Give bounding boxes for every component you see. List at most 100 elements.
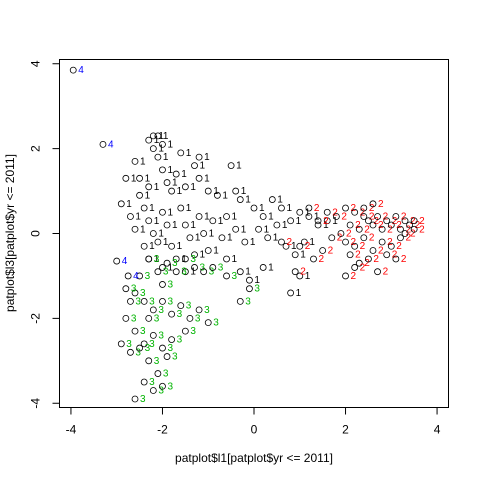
point-label: 1 (140, 224, 146, 235)
point-label: 1 (213, 186, 219, 197)
data-point (117, 340, 125, 348)
point-label: 3 (254, 284, 260, 295)
data-point (241, 238, 249, 246)
data-point (131, 327, 139, 335)
point-label: 2 (355, 250, 361, 261)
point-label: 3 (186, 301, 192, 312)
point-label: 2 (337, 233, 343, 244)
data-point (365, 217, 372, 225)
data-point (140, 204, 148, 212)
data-point (124, 272, 132, 280)
point-label: 1 (282, 220, 288, 231)
point-label: 2 (392, 250, 398, 261)
y-tick-label: -4 (29, 398, 43, 409)
data-point (195, 213, 203, 220)
data-point (223, 255, 230, 263)
data-point (209, 264, 217, 271)
point-label: 3 (190, 326, 196, 337)
point-label: 2 (351, 237, 357, 248)
point-label: 2 (383, 267, 389, 278)
data-point (287, 289, 295, 297)
point-label: 1 (332, 216, 338, 227)
data-point (305, 213, 313, 220)
point-label: 2 (351, 203, 357, 214)
data-point (392, 255, 400, 263)
data-point (159, 382, 166, 390)
point-label: 3 (209, 267, 215, 278)
point-label: 2 (323, 216, 329, 227)
point-label: 2 (415, 220, 421, 231)
data-point (268, 196, 276, 203)
point-label: 2 (305, 241, 311, 252)
data-point (117, 200, 125, 208)
point-label: 1 (158, 131, 164, 142)
point-label: 3 (149, 339, 155, 350)
data-point (387, 221, 395, 229)
point-label: 2 (378, 245, 384, 256)
point-label: 1 (204, 212, 210, 223)
data-point (319, 247, 327, 254)
y-tick-label: 0 (29, 230, 43, 237)
data-point (342, 204, 349, 212)
data-point (200, 268, 208, 276)
point-label: 2 (369, 233, 375, 244)
point-label: 3 (145, 271, 151, 282)
point-label: 1 (222, 190, 228, 201)
point-label: 1 (167, 139, 173, 150)
point-label: 3 (172, 258, 178, 269)
data-point (296, 242, 304, 250)
point-label: 2 (360, 207, 366, 218)
point-label: 2 (378, 199, 384, 210)
point-label: 1 (145, 173, 151, 184)
point-label: 2 (383, 212, 389, 223)
point-label: 1 (177, 241, 183, 252)
point-label: 2 (387, 224, 393, 235)
data-point (355, 225, 363, 233)
data-point (401, 217, 409, 225)
data-point (392, 213, 400, 220)
data-point (140, 242, 148, 250)
point-label: 1 (296, 288, 302, 299)
point-label: 3 (167, 381, 173, 392)
data-point (136, 344, 143, 352)
point-label: 3 (190, 254, 196, 265)
data-point (136, 191, 143, 199)
point-label: 3 (181, 267, 187, 278)
data-point (163, 179, 171, 186)
data-point (149, 331, 157, 339)
point-label: 1 (264, 224, 270, 235)
point-label: 1 (232, 212, 238, 223)
data-point (323, 208, 331, 216)
data-point (195, 153, 203, 161)
point-label: 1 (200, 250, 206, 261)
point-label: 1 (204, 152, 210, 163)
data-point (149, 387, 157, 394)
data-point (172, 255, 180, 263)
point-label: 2 (419, 224, 425, 235)
point-label: 2 (410, 229, 416, 240)
data-point (195, 306, 203, 314)
point-label: 1 (177, 186, 183, 197)
point-label: 3 (177, 335, 183, 346)
data-point (223, 213, 230, 220)
data-point (181, 221, 189, 229)
data-point (218, 234, 226, 242)
data-point (346, 221, 354, 229)
data-point (204, 187, 212, 195)
data-point (154, 238, 162, 246)
data-point (300, 238, 308, 246)
point-label: 1 (245, 267, 251, 278)
data-point (127, 348, 134, 356)
data-point (406, 221, 414, 229)
data-point (236, 268, 244, 276)
data-point (159, 281, 166, 288)
data-point (351, 208, 359, 216)
data-point (410, 225, 418, 233)
data-point (328, 234, 336, 242)
point-label: 2 (355, 220, 361, 231)
data-point (195, 174, 203, 182)
point-label: 3 (135, 296, 141, 307)
data-point (346, 251, 354, 259)
data-point (145, 314, 153, 322)
point-label: 1 (204, 173, 210, 184)
